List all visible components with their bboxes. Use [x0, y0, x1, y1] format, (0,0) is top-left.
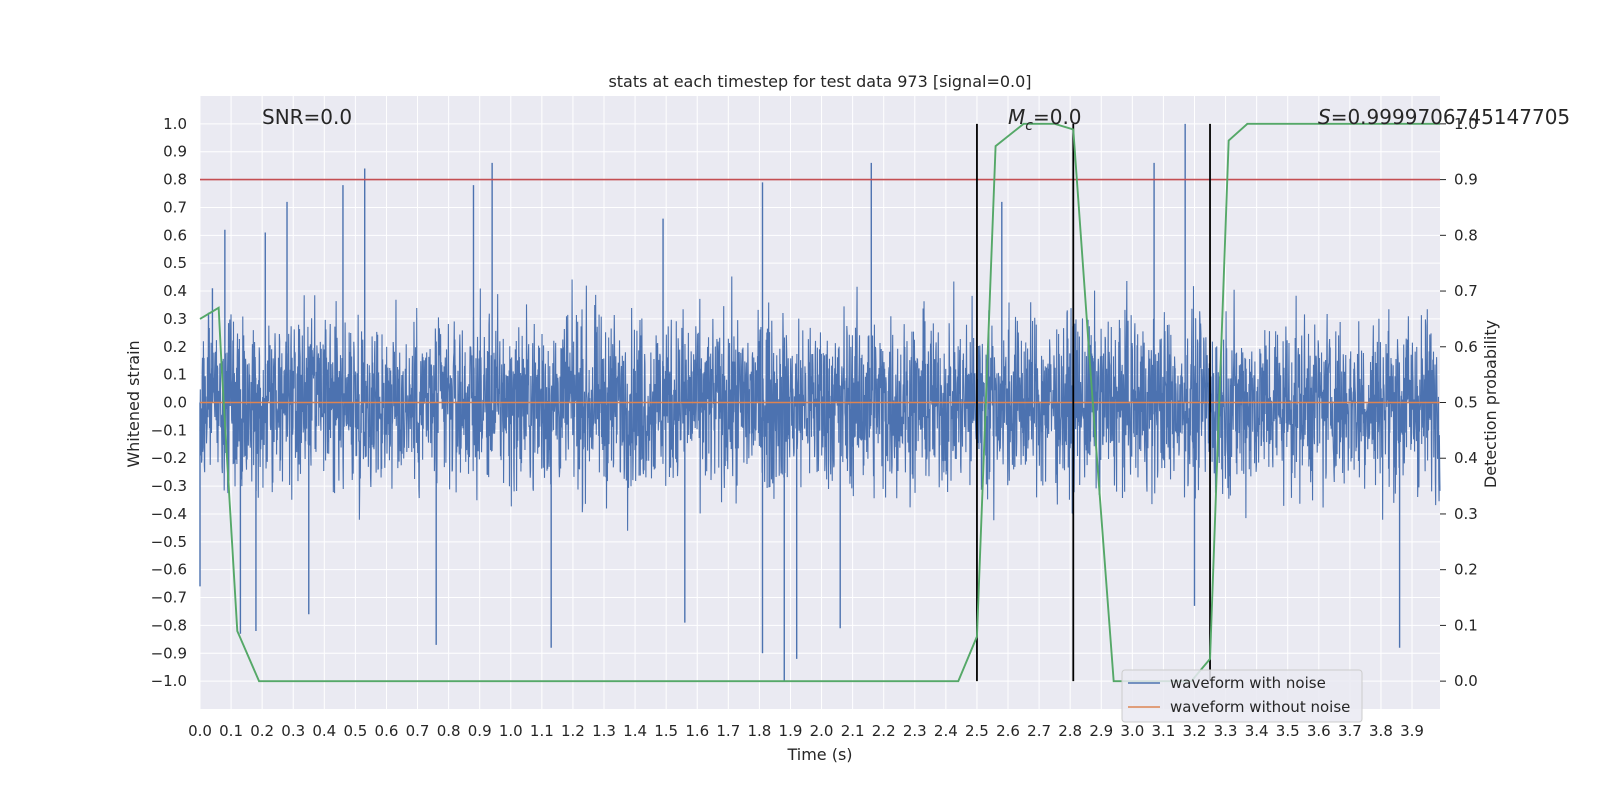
x-tick-label: 2.8 — [1058, 722, 1082, 740]
mc-symbol: M — [1008, 105, 1025, 129]
x-tick-label: 3.5 — [1276, 722, 1300, 740]
x-tick-label: 3.1 — [1151, 722, 1175, 740]
y2-tick-label: 0.1 — [1454, 616, 1478, 634]
y2-tick-labels: 1.0 0.9 0.8 0.7 0.6 0.5 0.4 0.3 0.2 0.1 0.0 — [1440, 115, 1478, 690]
y-tick-label: −1.0 — [151, 672, 187, 690]
y-tick-label: −0.4 — [151, 505, 187, 523]
noise-line — [199, 276, 1441, 531]
x-tick-label: 1.9 — [779, 722, 803, 740]
y-tick-label: −0.6 — [151, 561, 187, 579]
legend-entry-clean: waveform without noise — [1170, 698, 1350, 716]
y2-tick-label: 0.4 — [1454, 449, 1478, 467]
vertical-markers — [976, 123, 1211, 682]
x-tick-label: 3.9 — [1400, 722, 1424, 740]
y2-tick-label: 0.9 — [1454, 171, 1478, 189]
y-tick-label: −0.9 — [151, 644, 187, 662]
x-tick-label: 1.5 — [654, 722, 678, 740]
y-tick-label: −0.1 — [151, 421, 187, 439]
y-tick-label: −0.3 — [151, 477, 187, 495]
series-waveform-with-noise — [199, 123, 1441, 682]
x-tick-label: 1.7 — [716, 722, 740, 740]
legend-entry-noise: waveform with noise — [1170, 674, 1326, 692]
y-tick-label: 0.2 — [163, 338, 187, 356]
y2-tick-label: 0.6 — [1454, 338, 1478, 356]
legend: waveform with noise waveform without noi… — [1121, 669, 1363, 723]
x-tick-label: 2.4 — [934, 722, 958, 740]
y2-tick-label: 0.3 — [1454, 505, 1478, 523]
x-axis-label: Time (s) — [786, 745, 852, 764]
x-tick-label: 0.7 — [406, 722, 430, 740]
x-tick-label: 2.7 — [1027, 722, 1051, 740]
s-symbol: S — [1318, 105, 1331, 129]
x-tick-label: 2.1 — [841, 722, 865, 740]
x-tick-label: 3.8 — [1369, 722, 1393, 740]
chart-title: stats at each timestep for test data 973… — [608, 72, 1031, 91]
mc-subscript: c — [1025, 118, 1033, 134]
y-tick-label: 0.4 — [163, 282, 187, 300]
y-tick-label: 0.8 — [163, 171, 187, 189]
x-tick-label: 2.6 — [996, 722, 1020, 740]
probability-line — [199, 122, 1440, 683]
x-tick-label: 1.6 — [685, 722, 709, 740]
x-tick-label: 1.1 — [530, 722, 554, 740]
x-tick-label: 3.7 — [1338, 722, 1362, 740]
x-tick-label: 1.3 — [592, 722, 616, 740]
snr-annotation: SNR=0.0 — [262, 105, 352, 129]
y2-axis-label: Detection probability — [1481, 320, 1500, 488]
y2-tick-label: 1.0 — [1454, 115, 1478, 133]
y2-tick-label: 0.7 — [1454, 282, 1478, 300]
x-tick-label: 1.4 — [623, 722, 647, 740]
s-annotation: S=0.9999706745147705 — [1318, 105, 1570, 129]
y-tick-label: 1.0 — [163, 115, 187, 133]
series-detection-probability — [199, 122, 1440, 683]
x-tick-label: 0.1 — [219, 722, 243, 740]
y-tick-label: 0.3 — [163, 310, 187, 328]
y-tick-label: 0.1 — [163, 366, 187, 384]
x-tick-label: 1.8 — [747, 722, 771, 740]
x-tick-label: 3.3 — [1214, 722, 1238, 740]
y2-tick-label: 0.0 — [1454, 672, 1478, 690]
y-tick-label: 0.9 — [163, 143, 187, 161]
x-tick-label: 1.0 — [499, 722, 523, 740]
x-tick-label: 3.0 — [1120, 722, 1144, 740]
x-tick-label: 0.8 — [437, 722, 461, 740]
x-tick-label: 2.0 — [810, 722, 834, 740]
x-tick-label: 0.5 — [343, 722, 367, 740]
x-tick-label: 0.3 — [281, 722, 305, 740]
x-tick-label: 1.2 — [561, 722, 585, 740]
x-tick-label: 0.9 — [468, 722, 492, 740]
x-tick-label: 2.3 — [903, 722, 927, 740]
x-tick-labels: 0.0 0.1 0.2 0.3 0.4 0.5 0.6 0.7 0.8 0.9 1.0 1.1 1.2 1… — [188, 722, 1424, 740]
y-tick-label: 0.5 — [163, 254, 187, 272]
x-tick-label: 2.5 — [965, 722, 989, 740]
y2-tick-label: 0.5 — [1454, 394, 1478, 412]
y-tick-labels: 1.0 0.9 0.8 0.7 0.6 0.5 0.4 0.3 0.2 0.1 0.0 −0.1 −0.… — [151, 115, 187, 690]
x-tick-label: 2.2 — [872, 722, 896, 740]
x-tick-label: 0.4 — [312, 722, 336, 740]
s-value: =0.9999706745147705 — [1331, 105, 1570, 129]
x-tick-label: 2.9 — [1089, 722, 1113, 740]
x-tick-label: 3.4 — [1245, 722, 1269, 740]
legend-box — [1121, 669, 1363, 723]
x-tick-label: 0.6 — [375, 722, 399, 740]
y-tick-label: −0.2 — [151, 449, 187, 467]
mc-annotation: Mc=0.0 — [1008, 105, 1082, 134]
y2-tick-label: 0.8 — [1454, 226, 1478, 244]
y-tick-label: −0.5 — [151, 533, 187, 551]
y-tick-label: −0.7 — [151, 589, 187, 607]
y-axis-label: Whitened strain — [124, 340, 143, 467]
y-tick-label: 0.6 — [163, 226, 187, 244]
x-tick-label: 0.2 — [250, 722, 274, 740]
mc-value: =0.0 — [1033, 105, 1082, 129]
y-tick-label: 0.0 — [163, 394, 187, 412]
x-tick-label: 3.6 — [1307, 722, 1331, 740]
y-tick-label: −0.8 — [151, 616, 187, 634]
y2-tick-label: 0.2 — [1454, 561, 1478, 579]
x-tick-label: 0.0 — [188, 722, 212, 740]
x-tick-label: 3.2 — [1183, 722, 1207, 740]
y-tick-label: 0.7 — [163, 198, 187, 216]
